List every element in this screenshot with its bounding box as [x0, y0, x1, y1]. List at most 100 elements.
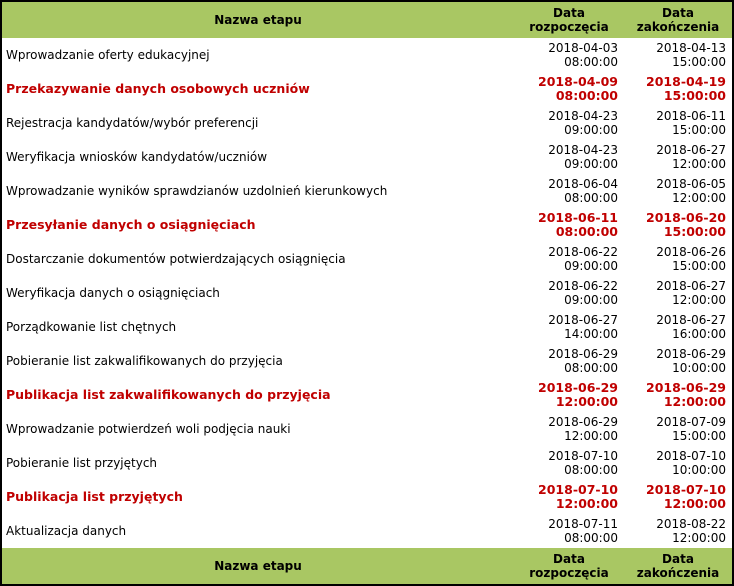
stage-name: Pobieranie list przyjętych — [6, 456, 158, 470]
end-datetime: 2018-06-27 16:00:00 — [624, 310, 732, 344]
footer-end-l2: zakończenia — [636, 566, 720, 580]
end-time: 15:00:00 — [672, 55, 726, 69]
start-date: 2018-06-29 — [538, 380, 618, 395]
end-datetime: 2018-08-22 12:00:00 — [624, 514, 732, 548]
table-row: Wprowadzanie oferty edukacyjnej 2018-04-… — [2, 38, 732, 72]
table-row: Dostarczanie dokumentów potwierdzających… — [2, 242, 732, 276]
start-datetime: 2018-06-29 12:00:00 — [514, 378, 624, 412]
table-row: Aktualizacja danych 2018-07-11 08:00:00 2… — [2, 514, 732, 548]
end-time: 12:00:00 — [672, 293, 726, 307]
table-row: Przekazywanie danych osobowych uczniów 2… — [2, 72, 732, 106]
table-header: Nazwa etapu Data rozpoczęcia Data zakończe… — [2, 2, 732, 38]
footer-start-l1: Data — [553, 552, 585, 566]
stage-name: Pobieranie list zakwalifikowanych do prz… — [6, 354, 283, 368]
footer-start-l2: rozpoczęcia — [529, 566, 609, 580]
start-date: 2018-07-11 — [548, 517, 618, 531]
end-datetime: 2018-06-26 15:00:00 — [624, 242, 732, 276]
end-date: 2018-06-27 — [656, 313, 726, 327]
end-datetime: 2018-06-05 12:00:00 — [624, 174, 732, 208]
start-time: 08:00:00 — [564, 361, 618, 375]
end-time: 12:00:00 — [663, 394, 726, 409]
end-datetime: 2018-06-27 12:00:00 — [624, 140, 732, 174]
start-time: 08:00:00 — [555, 88, 618, 103]
end-time: 10:00:00 — [672, 361, 726, 375]
end-time: 15:00:00 — [663, 88, 726, 103]
start-datetime: 2018-04-23 09:00:00 — [514, 106, 624, 140]
table-row: Wprowadzanie potwierdzeń woli podjęcia n… — [2, 412, 732, 446]
start-time: 08:00:00 — [564, 191, 618, 205]
end-datetime: 2018-06-29 12:00:00 — [624, 378, 732, 412]
stage-name: Porządkowanie list chętnych — [6, 320, 177, 334]
stage-name: Weryfikacja danych o osiągnięciach — [6, 286, 220, 300]
footer-name: Nazwa etapu — [2, 548, 514, 584]
end-date: 2018-06-27 — [656, 143, 726, 157]
end-date: 2018-06-27 — [656, 279, 726, 293]
table-row: Weryfikacja danych o osiągnięciach 2018-… — [2, 276, 732, 310]
end-time: 12:00:00 — [672, 157, 726, 171]
start-datetime: 2018-07-10 08:00:00 — [514, 446, 624, 480]
stage-name: Przesyłanie danych o osiągnięciach — [6, 217, 256, 232]
table-row: Przesyłanie danych o osiągnięciach 2018-… — [2, 208, 732, 242]
header-start-l2: rozpoczęcia — [529, 20, 609, 34]
header-end-l2: zakończenia — [636, 20, 720, 34]
header-name: Nazwa etapu — [2, 2, 514, 38]
start-datetime: 2018-07-10 12:00:00 — [514, 480, 624, 514]
stage-name: Wprowadzanie oferty edukacyjnej — [6, 48, 210, 62]
end-datetime: 2018-06-20 15:00:00 — [624, 208, 732, 242]
end-date: 2018-04-19 — [646, 74, 726, 89]
end-date: 2018-06-11 — [656, 109, 726, 123]
table-row: Rejestracja kandydatów/wybór preferencji… — [2, 106, 732, 140]
end-date: 2018-07-09 — [656, 415, 726, 429]
start-time: 12:00:00 — [555, 496, 618, 511]
end-datetime: 2018-04-13 15:00:00 — [624, 38, 732, 72]
start-time: 09:00:00 — [564, 123, 618, 137]
end-date: 2018-04-13 — [656, 41, 726, 55]
start-time: 09:00:00 — [564, 157, 618, 171]
end-time: 12:00:00 — [672, 531, 726, 545]
start-datetime: 2018-06-11 08:00:00 — [514, 208, 624, 242]
footer-end-l1: Data — [662, 552, 694, 566]
end-date: 2018-06-20 — [646, 210, 726, 225]
start-time: 14:00:00 — [564, 327, 618, 341]
table-row: Weryfikacja wniosków kandydatów/uczniów … — [2, 140, 732, 174]
start-date: 2018-06-29 — [548, 415, 618, 429]
end-date: 2018-07-10 — [646, 482, 726, 497]
start-time: 08:00:00 — [564, 531, 618, 545]
end-date: 2018-08-22 — [656, 517, 726, 531]
end-time: 16:00:00 — [672, 327, 726, 341]
start-datetime: 2018-06-29 08:00:00 — [514, 344, 624, 378]
end-date: 2018-06-26 — [656, 245, 726, 259]
end-time: 12:00:00 — [672, 191, 726, 205]
table-row: Publikacja list przyjętych 2018-07-10 12:… — [2, 480, 732, 514]
start-date: 2018-06-27 — [548, 313, 618, 327]
end-time: 15:00:00 — [672, 429, 726, 443]
stage-name: Weryfikacja wniosków kandydatów/uczniów — [6, 150, 268, 164]
end-time: 10:00:00 — [672, 463, 726, 477]
start-date: 2018-04-09 — [538, 74, 618, 89]
start-date: 2018-06-29 — [548, 347, 618, 361]
start-date: 2018-04-23 — [548, 109, 618, 123]
end-datetime: 2018-06-27 12:00:00 — [624, 276, 732, 310]
header-name-label: Nazwa etapu — [214, 13, 302, 27]
end-datetime: 2018-07-10 12:00:00 — [624, 480, 732, 514]
start-time: 09:00:00 — [564, 259, 618, 273]
end-time: 15:00:00 — [663, 224, 726, 239]
start-time: 08:00:00 — [564, 463, 618, 477]
start-date: 2018-07-10 — [548, 449, 618, 463]
footer-name-label: Nazwa etapu — [214, 559, 302, 573]
start-date: 2018-06-04 — [548, 177, 618, 191]
start-time: 12:00:00 — [555, 394, 618, 409]
end-time: 15:00:00 — [672, 123, 726, 137]
table-row: Wprowadzanie wyników sprawdzianów uzdoln… — [2, 174, 732, 208]
end-time: 12:00:00 — [663, 496, 726, 511]
start-datetime: 2018-07-11 08:00:00 — [514, 514, 624, 548]
end-datetime: 2018-07-09 15:00:00 — [624, 412, 732, 446]
start-date: 2018-04-03 — [548, 41, 618, 55]
start-time: 09:00:00 — [564, 293, 618, 307]
stage-name: Rejestracja kandydatów/wybór preferencji — [6, 116, 259, 130]
start-datetime: 2018-06-22 09:00:00 — [514, 242, 624, 276]
start-date: 2018-06-22 — [548, 245, 618, 259]
stage-name: Wprowadzanie potwierdzeń woli podjęcia n… — [6, 422, 291, 436]
stage-name: Publikacja list zakwalifikowanych do prz… — [6, 387, 331, 402]
